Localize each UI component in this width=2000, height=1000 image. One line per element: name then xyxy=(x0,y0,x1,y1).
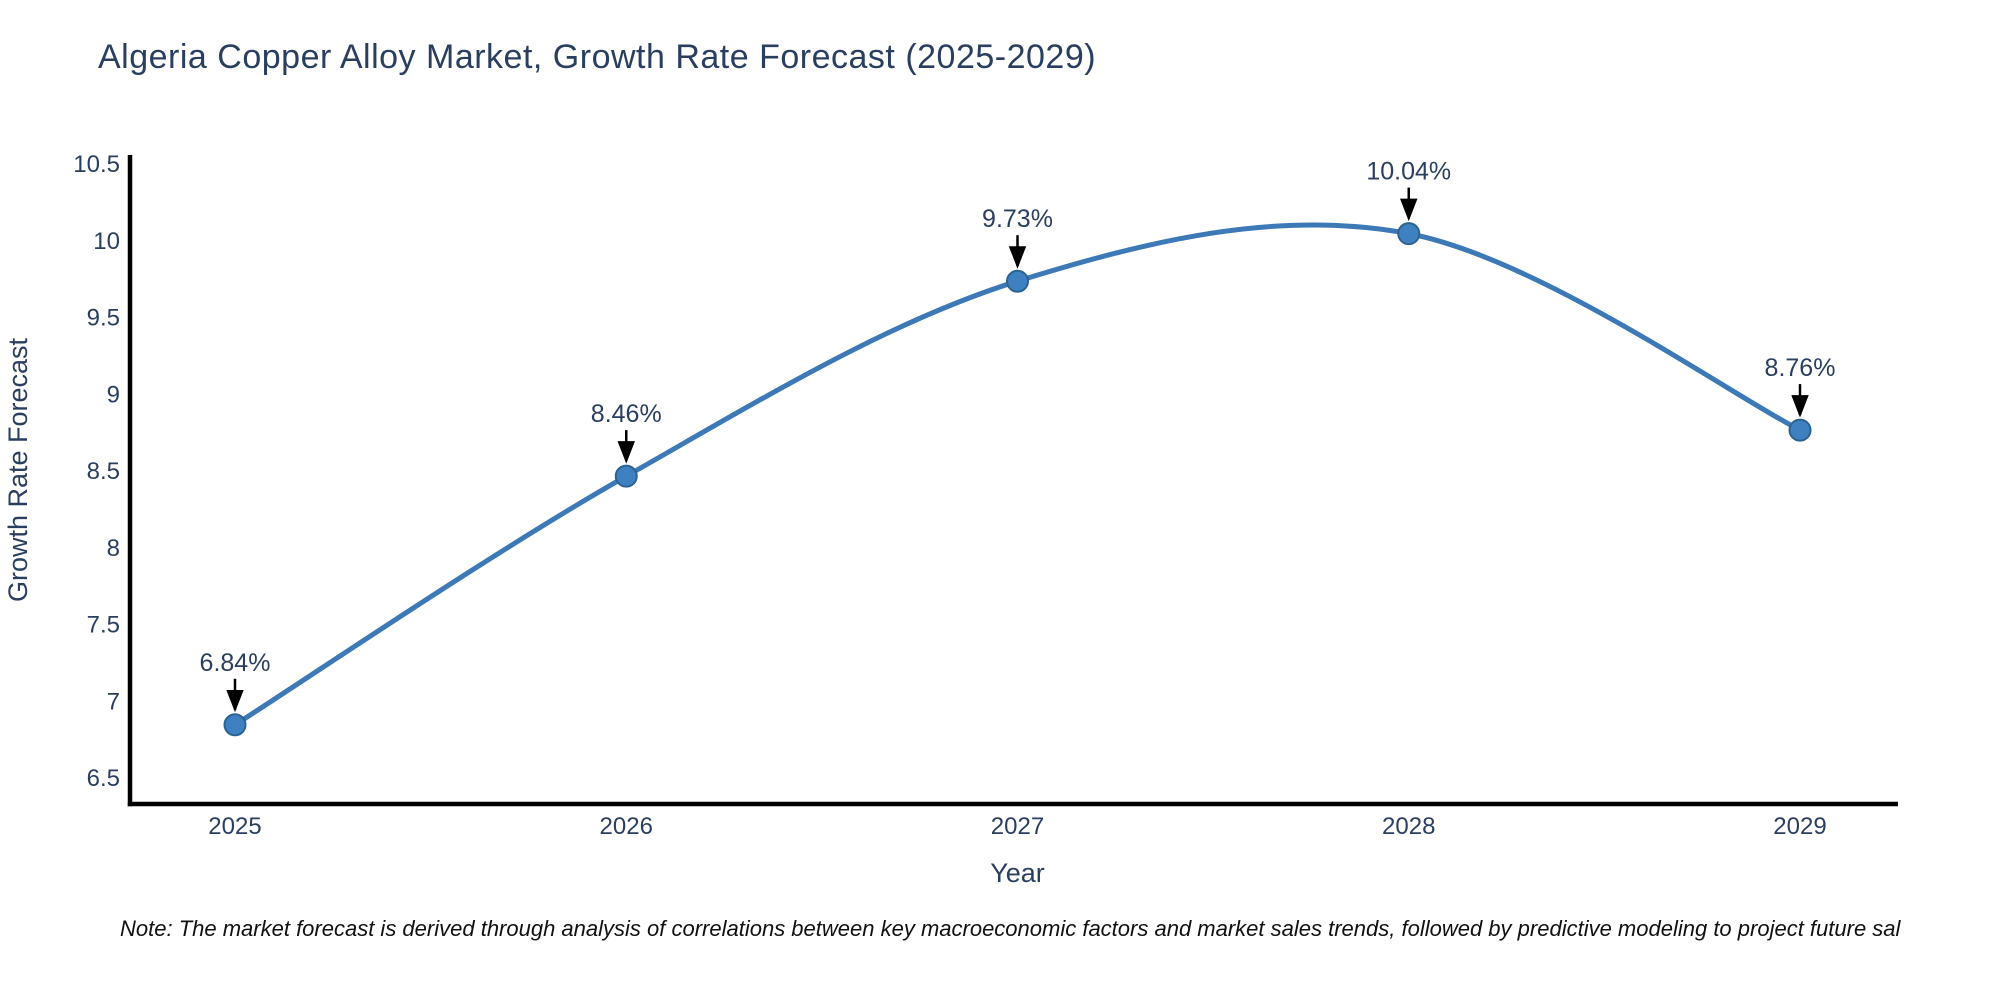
y-tick-label: 8 xyxy=(107,535,120,562)
x-tick-label: 2025 xyxy=(208,813,261,840)
annotation-label: 6.84% xyxy=(200,649,271,677)
y-tick-label: 8.5 xyxy=(87,458,120,485)
forecast-line xyxy=(232,222,1803,728)
data-point-2025 xyxy=(223,713,247,737)
y-tick-label: 10 xyxy=(93,228,120,255)
chart-title: Algeria Copper Alloy Market, Growth Rate… xyxy=(98,38,1097,76)
annotation-label: 8.46% xyxy=(591,400,662,428)
x-tick-label: 2028 xyxy=(1382,813,1435,840)
y-tick-label: 10.5 xyxy=(73,151,120,178)
x-tick-label: 2026 xyxy=(600,813,653,840)
y-tick-label: 7 xyxy=(107,688,120,715)
data-point-2029 xyxy=(1788,418,1812,442)
x-axis-title: Year xyxy=(990,858,1045,888)
x-tick-label: 2029 xyxy=(1773,813,1826,840)
y-axis-title: Growth Rate Forecast xyxy=(3,337,33,602)
y-tick-label: 9 xyxy=(107,381,120,408)
annotation-label: 10.04% xyxy=(1366,158,1451,186)
y-tick-label: 9.5 xyxy=(87,305,120,332)
footnote: Note: The market forecast is derived thr… xyxy=(120,916,1901,941)
x-tick-label: 2027 xyxy=(991,813,1044,840)
data-point-2028 xyxy=(1397,222,1421,246)
annotation-label: 8.76% xyxy=(1765,354,1836,382)
y-tick-label: 7.5 xyxy=(87,612,120,639)
y-tick-label: 6.5 xyxy=(87,765,120,792)
data-point-2027 xyxy=(1006,269,1029,293)
data-point-2026 xyxy=(614,464,638,488)
annotation-label: 9.73% xyxy=(982,205,1053,233)
